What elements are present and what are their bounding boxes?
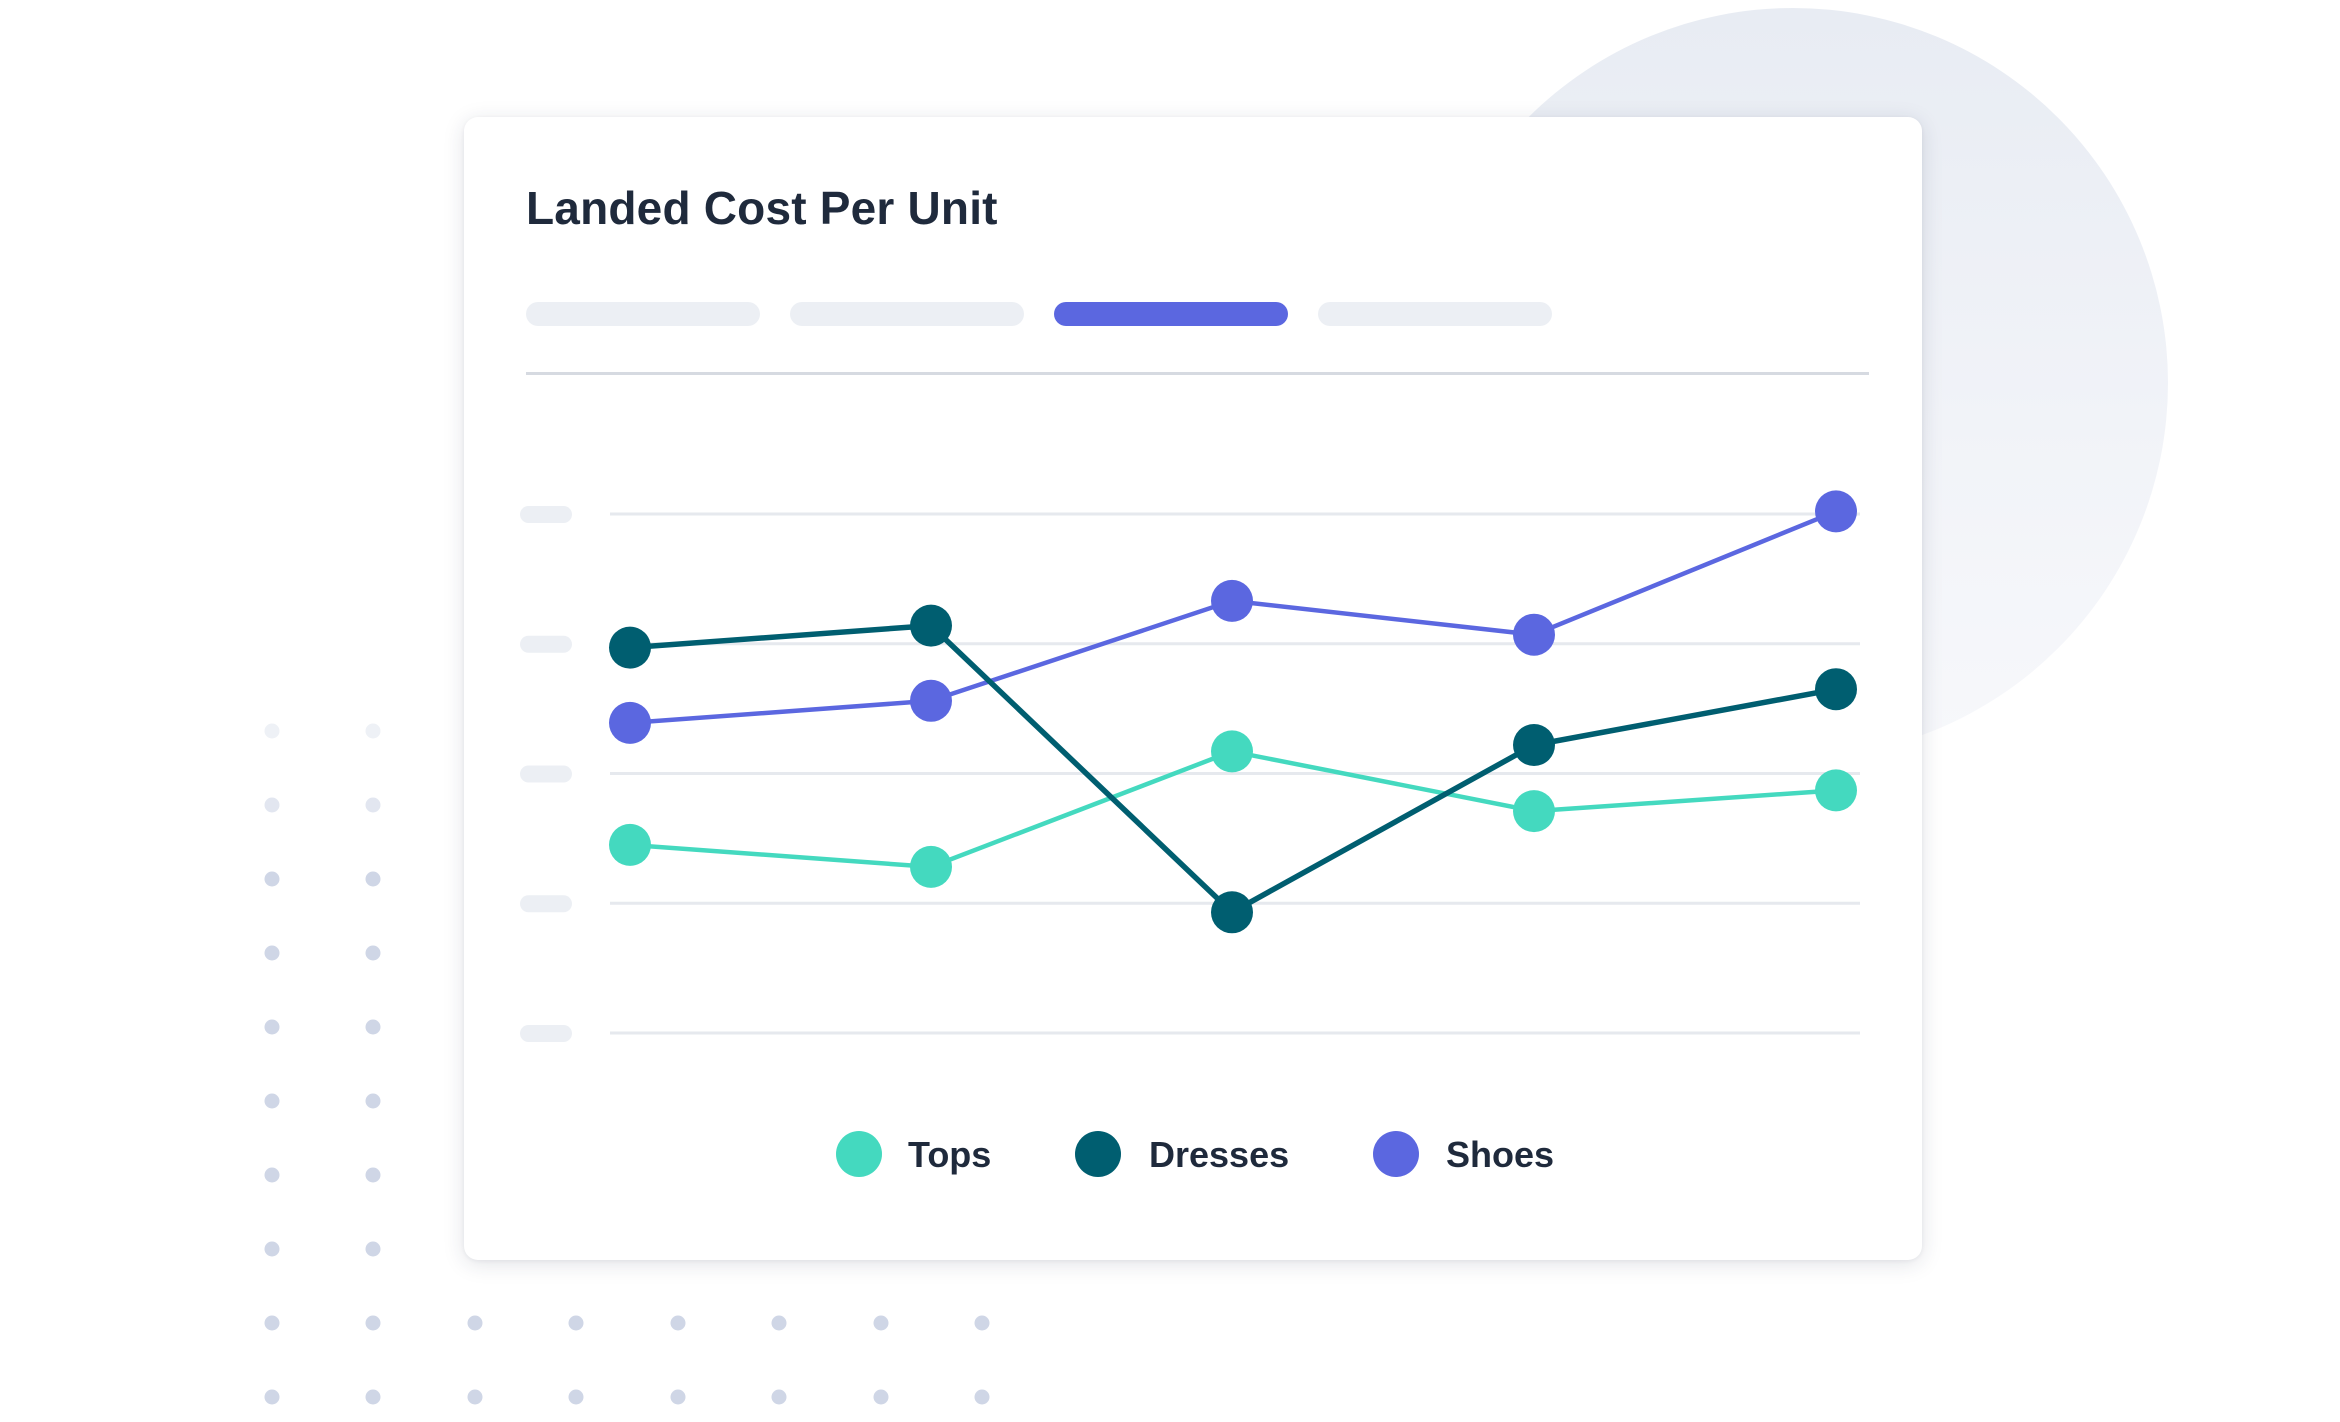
decorative-dot	[264, 797, 280, 813]
decorative-dot	[365, 797, 381, 813]
y-tick-placeholder	[520, 635, 572, 653]
data-point-shoes[interactable]	[609, 701, 651, 744]
decorative-dot	[568, 1315, 584, 1331]
decorative-dot	[365, 1315, 381, 1331]
y-tick-placeholder	[520, 895, 572, 913]
legend-item-tops[interactable]: Tops	[836, 1131, 991, 1177]
decorative-dot	[264, 1241, 280, 1257]
decorative-dot	[365, 723, 381, 739]
decorative-dot	[365, 1019, 381, 1035]
decorative-dot	[467, 1315, 483, 1331]
y-tick-placeholder	[520, 1025, 572, 1042]
decorative-dot	[264, 1019, 280, 1035]
decorative-dot	[670, 1389, 686, 1405]
header-divider	[526, 372, 1869, 375]
decorative-dot	[264, 1315, 280, 1331]
decorative-dot	[771, 1315, 787, 1331]
data-point-dresses[interactable]	[1513, 724, 1555, 766]
legend-label-tops: Tops	[908, 1134, 991, 1175]
decorative-dot	[365, 945, 381, 961]
data-point-shoes[interactable]	[1513, 613, 1555, 656]
data-point-shoes[interactable]	[910, 679, 952, 722]
decorative-dot	[264, 1167, 280, 1183]
decorative-dot	[873, 1315, 889, 1331]
y-tick-placeholder	[520, 506, 572, 523]
decorative-dot	[365, 871, 381, 887]
decorative-dot	[365, 1241, 381, 1257]
legend-label-dresses: Dresses	[1149, 1134, 1289, 1175]
decorative-dot	[264, 723, 280, 739]
decorative-dot	[264, 1093, 280, 1109]
data-point-tops[interactable]	[1211, 730, 1253, 773]
decorative-dot	[974, 1315, 990, 1331]
decorative-dot	[771, 1389, 787, 1405]
data-point-dresses[interactable]	[910, 604, 952, 647]
legend-item-dresses[interactable]: Dresses	[1075, 1131, 1289, 1177]
legend-swatch-shoes	[1373, 1131, 1419, 1177]
data-point-tops[interactable]	[1513, 790, 1555, 833]
legend-swatch-dresses	[1075, 1131, 1121, 1177]
legend-label-shoes: Shoes	[1446, 1134, 1554, 1175]
decorative-dot	[873, 1389, 889, 1405]
chart-card: Landed Cost Per Unit Tops Dresses Shoes	[464, 117, 1922, 1260]
decorative-dot	[467, 1389, 483, 1405]
tab-2[interactable]	[790, 302, 1024, 326]
decorative-dot	[264, 871, 280, 887]
y-axis-tick-placeholders	[520, 506, 572, 1042]
series-lines	[627, 509, 1839, 916]
data-point-dresses[interactable]	[609, 626, 651, 669]
legend-item-shoes[interactable]: Shoes	[1373, 1131, 1554, 1177]
data-point-dresses[interactable]	[1211, 891, 1253, 934]
decorative-dot	[264, 945, 280, 961]
decorative-dot	[365, 1093, 381, 1109]
chart-title: Landed Cost Per Unit	[526, 182, 998, 234]
tab-3[interactable]	[1054, 302, 1288, 326]
decorative-dot	[568, 1389, 584, 1405]
data-point-dresses[interactable]	[1815, 668, 1857, 711]
chart-legend: Tops Dresses Shoes	[836, 1131, 1554, 1177]
y-tick-placeholder	[520, 765, 572, 783]
data-point-shoes[interactable]	[1815, 490, 1857, 533]
decorative-dot	[365, 1389, 381, 1405]
decorative-dot	[264, 1389, 280, 1405]
data-point-tops[interactable]	[609, 823, 651, 866]
tab-1[interactable]	[526, 302, 760, 326]
series-points	[609, 490, 1857, 934]
decorative-dot	[974, 1389, 990, 1405]
data-point-tops[interactable]	[910, 845, 952, 888]
decorative-dot	[365, 1167, 381, 1183]
decorative-dot	[670, 1315, 686, 1331]
line-chart: Tops Dresses Shoes	[520, 490, 1860, 1177]
data-point-tops[interactable]	[1815, 769, 1857, 812]
tab-4[interactable]	[1318, 302, 1552, 326]
legend-swatch-tops	[836, 1131, 882, 1177]
data-point-shoes[interactable]	[1211, 579, 1253, 622]
